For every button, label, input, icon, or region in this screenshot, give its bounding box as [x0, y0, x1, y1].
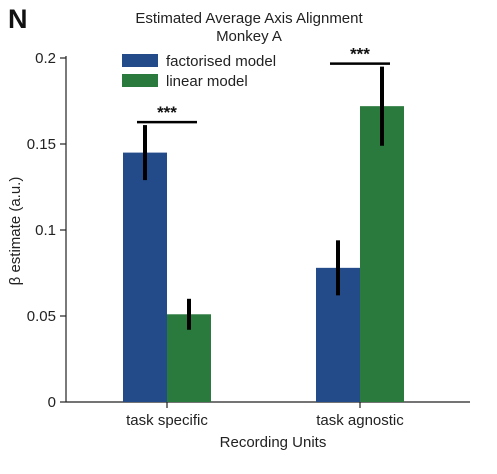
plot-area: 0 0.05 0.1 0.15 0.2 task specific task agnosti… — [27, 45, 470, 429]
y-tick-label: 0.05 — [27, 308, 56, 325]
significance-label: *** — [350, 45, 370, 64]
legend-swatch — [122, 74, 158, 87]
x-tick-label: task specific — [126, 412, 208, 429]
chart-subtitle: Monkey A — [216, 28, 282, 45]
x-tick-label: task agnostic — [316, 412, 404, 429]
bar — [123, 152, 167, 402]
y-axis-label: β estimate (a.u.) — [7, 177, 24, 286]
y-tick-label: 0 — [48, 394, 56, 411]
y-tick-label: 0.15 — [27, 136, 56, 153]
panel-letter: N — [8, 4, 28, 34]
significance-label: *** — [157, 103, 177, 122]
legend-label: linear model — [166, 73, 248, 90]
chart-title: Estimated Average Axis Alignment — [135, 10, 363, 27]
legend: factorised model linear model — [122, 53, 276, 90]
x-axis-label: Recording Units — [220, 434, 327, 451]
y-tick-label: 0.1 — [35, 222, 56, 239]
y-tick-label: 0.2 — [35, 50, 56, 67]
legend-label: factorised model — [166, 53, 276, 70]
legend-swatch — [122, 54, 158, 67]
bar — [360, 106, 404, 402]
